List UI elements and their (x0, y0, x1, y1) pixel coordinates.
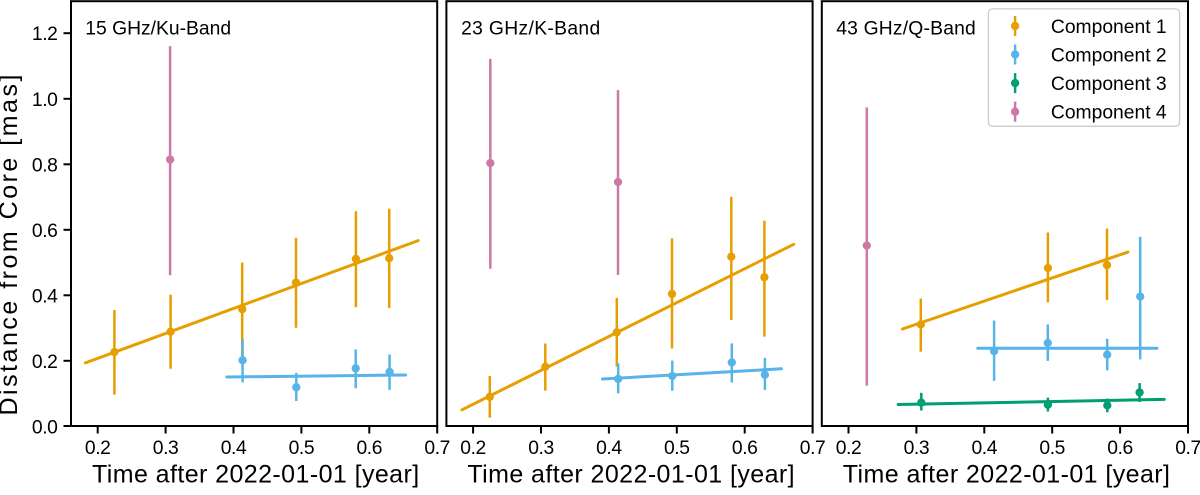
svg-text:0.3: 0.3 (528, 438, 554, 459)
svg-text:0.4: 0.4 (596, 438, 622, 459)
svg-text:0.4: 0.4 (32, 286, 58, 307)
svg-text:15 GHz/Ku-Band: 15 GHz/Ku-Band (85, 18, 231, 39)
svg-text:23 GHz/K-Band: 23 GHz/K-Band (461, 19, 600, 40)
svg-text:Distance from Core [mas]: Distance from Core [mas] (0, 72, 23, 415)
svg-text:0.0: 0.0 (32, 417, 58, 438)
svg-text:Component 3: Component 3 (1051, 74, 1167, 95)
svg-text:0.5: 0.5 (664, 438, 690, 459)
svg-text:1.0: 1.0 (32, 90, 58, 111)
svg-text:0.3: 0.3 (904, 438, 930, 459)
svg-text:0.6: 0.6 (356, 438, 382, 459)
svg-text:0.6: 0.6 (32, 221, 58, 242)
svg-text:0.2: 0.2 (32, 352, 58, 373)
svg-text:Time after 2022-01-01 [year]: Time after 2022-01-01 [year] (92, 461, 420, 489)
svg-text:0.5: 0.5 (289, 438, 315, 459)
svg-text:0.7: 0.7 (800, 438, 826, 459)
svg-text:0.8: 0.8 (32, 155, 58, 176)
svg-text:43 GHz/Q-Band: 43 GHz/Q-Band (836, 19, 976, 40)
svg-text:0.5: 0.5 (1039, 438, 1065, 459)
svg-text:0.3: 0.3 (153, 438, 179, 459)
svg-text:0.2: 0.2 (460, 438, 486, 459)
svg-text:0.6: 0.6 (732, 438, 758, 459)
svg-text:Component 1: Component 1 (1051, 17, 1167, 38)
svg-text:Component 2: Component 2 (1051, 46, 1167, 67)
svg-text:Time after 2022-01-01 [year]: Time after 2022-01-01 [year] (843, 461, 1171, 489)
svg-text:0.4: 0.4 (221, 438, 247, 459)
svg-text:1.2: 1.2 (32, 24, 58, 45)
svg-text:Component 4: Component 4 (1051, 103, 1167, 124)
svg-text:0.6: 0.6 (1107, 438, 1133, 459)
svg-text:0.7: 0.7 (1175, 438, 1200, 459)
svg-text:0.7: 0.7 (424, 438, 450, 459)
svg-text:0.2: 0.2 (85, 438, 111, 459)
svg-text:0.2: 0.2 (836, 438, 862, 459)
svg-text:Time after 2022-01-01 [year]: Time after 2022-01-01 [year] (467, 461, 795, 489)
svg-text:0.4: 0.4 (971, 438, 997, 459)
